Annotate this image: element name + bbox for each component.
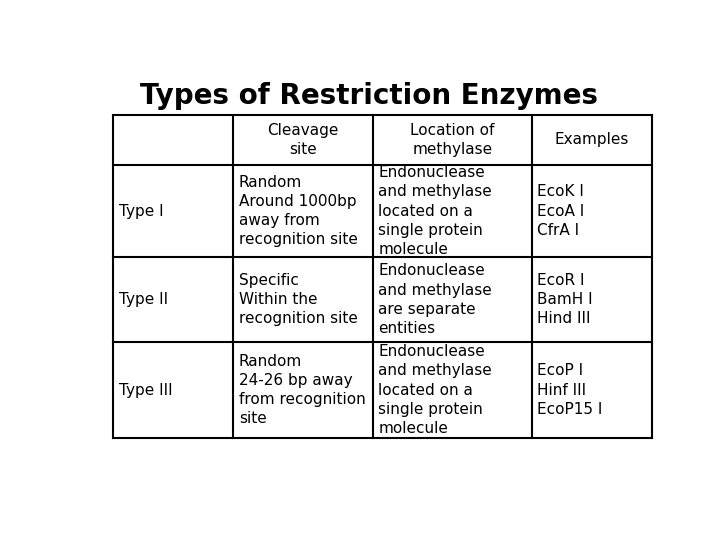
Text: Specific
Within the
recognition site: Specific Within the recognition site [239,273,358,326]
Text: Random
24-26 bp away
from recognition
site: Random 24-26 bp away from recognition si… [239,354,366,427]
Text: Location of
methylase: Location of methylase [410,123,495,157]
Text: Examples: Examples [554,132,629,147]
Text: Endonuclease
and methylase
located on a
single protein
molecule: Endonuclease and methylase located on a … [378,165,492,257]
Text: Type I: Type I [119,204,163,219]
Text: EcoP I
Hinf III
EcoP15 I: EcoP I Hinf III EcoP15 I [537,363,603,417]
Text: Cleavage
site: Cleavage site [267,123,339,157]
Text: EcoK I
EcoA I
CfrA I: EcoK I EcoA I CfrA I [537,184,585,238]
Text: Type II: Type II [119,292,168,307]
Text: Endonuclease
and methylase
are separate
entities: Endonuclease and methylase are separate … [378,264,492,336]
Text: Type III: Type III [119,383,172,397]
Text: Endonuclease
and methylase
located on a
single protein
molecule: Endonuclease and methylase located on a … [378,344,492,436]
Text: Random
Around 1000bp
away from
recognition site: Random Around 1000bp away from recogniti… [239,175,358,247]
Text: EcoR I
BamH I
Hind III: EcoR I BamH I Hind III [537,273,593,326]
Text: Types of Restriction Enzymes: Types of Restriction Enzymes [140,82,598,110]
